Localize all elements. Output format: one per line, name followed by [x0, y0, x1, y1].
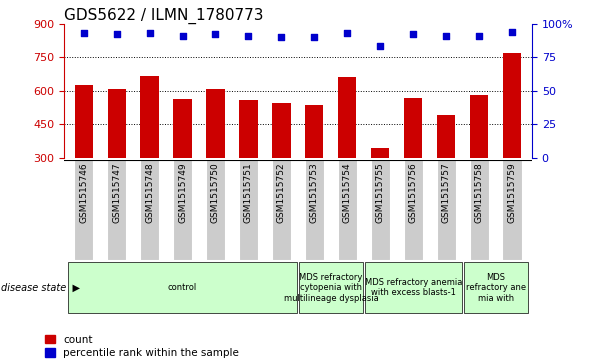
- Bar: [207, 89, 224, 158]
- Text: control: control: [168, 283, 197, 292]
- Bar: [75, 85, 92, 158]
- Bar: [68, 262, 297, 313]
- Bar: [240, 100, 258, 158]
- Bar: [206, 160, 225, 260]
- Point: [441, 33, 451, 38]
- Text: GDS5622 / ILMN_1780773: GDS5622 / ILMN_1780773: [64, 7, 263, 24]
- Bar: [272, 103, 291, 158]
- Text: GSM1515752: GSM1515752: [277, 163, 286, 223]
- Bar: [437, 115, 455, 158]
- Point: [178, 33, 187, 38]
- Bar: [437, 160, 456, 260]
- Bar: [470, 95, 488, 158]
- Text: MDS refractory
cytopenia with
multilineage dysplasia: MDS refractory cytopenia with multilinea…: [283, 273, 378, 303]
- Point: [309, 34, 319, 40]
- Bar: [299, 262, 363, 313]
- Bar: [503, 53, 521, 158]
- Text: GSM1515751: GSM1515751: [244, 163, 253, 224]
- Point: [79, 30, 89, 36]
- Point: [342, 30, 352, 36]
- Point: [474, 33, 484, 38]
- Text: MDS refractory anemia
with excess blasts-1: MDS refractory anemia with excess blasts…: [365, 278, 462, 297]
- Text: GSM1515755: GSM1515755: [376, 163, 385, 224]
- Point: [112, 32, 122, 37]
- Text: GSM1515759: GSM1515759: [508, 163, 517, 224]
- Text: GSM1515756: GSM1515756: [409, 163, 418, 224]
- Bar: [365, 262, 462, 313]
- Bar: [173, 99, 192, 158]
- Bar: [371, 148, 389, 158]
- Bar: [140, 160, 159, 260]
- Bar: [371, 160, 390, 260]
- Bar: [502, 160, 522, 260]
- Text: GSM1515757: GSM1515757: [442, 163, 451, 224]
- Text: GSM1515747: GSM1515747: [112, 163, 121, 223]
- Text: GSM1515753: GSM1515753: [310, 163, 319, 224]
- Bar: [107, 160, 126, 260]
- Text: GSM1515749: GSM1515749: [178, 163, 187, 223]
- Text: MDS
refractory ane
mia with: MDS refractory ane mia with: [466, 273, 526, 303]
- Legend: count, percentile rank within the sample: count, percentile rank within the sample: [45, 335, 240, 358]
- Point: [277, 34, 286, 40]
- Bar: [173, 160, 192, 260]
- Bar: [404, 160, 423, 260]
- Text: GSM1515750: GSM1515750: [211, 163, 220, 224]
- Bar: [464, 262, 528, 313]
- Text: GSM1515748: GSM1515748: [145, 163, 154, 223]
- Text: GSM1515758: GSM1515758: [475, 163, 484, 224]
- Point: [409, 32, 418, 37]
- Text: disease state  ▶: disease state ▶: [1, 283, 80, 293]
- Bar: [74, 160, 94, 260]
- Bar: [140, 76, 159, 158]
- Text: GSM1515754: GSM1515754: [343, 163, 352, 223]
- Point: [376, 44, 385, 49]
- Bar: [239, 160, 258, 260]
- Point: [210, 32, 220, 37]
- Bar: [108, 89, 126, 158]
- Text: GSM1515746: GSM1515746: [79, 163, 88, 223]
- Bar: [338, 77, 356, 158]
- Point: [507, 29, 517, 34]
- Point: [145, 30, 154, 36]
- Bar: [469, 160, 489, 260]
- Point: [244, 33, 254, 38]
- Bar: [305, 105, 323, 158]
- Bar: [305, 160, 324, 260]
- Bar: [337, 160, 357, 260]
- Bar: [404, 98, 423, 158]
- Bar: [272, 160, 291, 260]
